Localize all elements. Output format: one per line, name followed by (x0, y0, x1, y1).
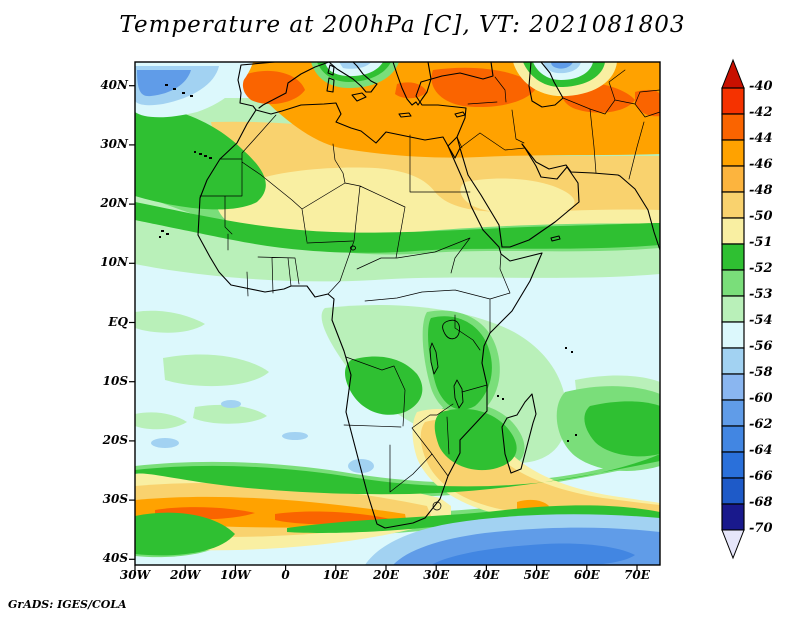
lon-tick-label: 70E (617, 568, 657, 582)
lon-tick-label: 50E (517, 568, 557, 582)
colorbar-label: -66 (749, 469, 773, 484)
colorbar-label: -53 (749, 287, 773, 302)
lat-tick-label: 20N (88, 196, 128, 210)
lat-tick-label: EQ (88, 315, 128, 329)
lon-tick-label: 30W (115, 568, 155, 582)
lon-tick-label: 10W (215, 568, 255, 582)
colorbar-segment (722, 296, 744, 322)
colorbar-segment (722, 426, 744, 452)
colorbar-label: -50 (749, 209, 773, 224)
colorbar-segment (722, 374, 744, 400)
colorbar-label: -56 (749, 339, 773, 354)
colorbar-segment (722, 166, 744, 192)
colorbar-arrow-up (722, 60, 744, 88)
lat-tick-label: 10S (88, 374, 128, 388)
colorbar-label: -62 (749, 417, 773, 432)
colorbar-label: -51 (749, 235, 773, 250)
lat-ticks (129, 86, 135, 560)
colorbar-segment (722, 244, 744, 270)
colorbar-segment (722, 114, 744, 140)
lon-tick-label: 20W (165, 568, 205, 582)
colorbar-label: -42 (749, 105, 773, 120)
colorbar-arrow-down (722, 530, 744, 558)
colorbar-label: -70 (749, 521, 773, 536)
lat-tick-label: 30S (88, 492, 128, 506)
page-title: Temperature at 200hPa [C], VT: 202108180… (95, 12, 710, 38)
lat-tick-label: 40N (88, 78, 128, 92)
colorbar-segment (722, 218, 744, 244)
colorbar-segment (722, 270, 744, 296)
colorbar-label: -58 (749, 365, 773, 380)
lon-tick-label: 30E (416, 568, 456, 582)
colorbar-segment (722, 400, 744, 426)
grads-temperature-plot: Temperature at 200hPa [C], VT: 202108180… (0, 0, 800, 618)
colorbar-label: -52 (749, 261, 773, 276)
lat-tick-label: 10N (88, 255, 128, 269)
lon-tick-label: 60E (567, 568, 607, 582)
lat-tick-label: 30N (88, 137, 128, 151)
colorbar-label: -68 (749, 495, 773, 510)
colorbar-label: -64 (749, 443, 773, 458)
colorbar-segment (722, 348, 744, 374)
colorbar-segment (722, 140, 744, 166)
colorbar-segment (722, 88, 744, 114)
colorbar-label: -40 (749, 79, 773, 94)
lon-tick-label: 40E (466, 568, 506, 582)
colorbar-label: -44 (749, 131, 773, 146)
lat-tick-label: 40S (88, 551, 128, 565)
colorbar-segment (722, 478, 744, 504)
lat-tick-label: 20S (88, 433, 128, 447)
colorbar-label: -46 (749, 157, 773, 172)
colorbar-label: -60 (749, 391, 773, 406)
colorbar-label: -48 (749, 183, 773, 198)
colorbar-segment (722, 192, 744, 218)
lon-tick-label: 0 (266, 568, 306, 582)
lon-tick-label: 10E (316, 568, 356, 582)
colorbar-segment (722, 452, 744, 478)
lon-tick-label: 20E (366, 568, 406, 582)
map-canvas (135, 62, 660, 565)
colorbar-label: -54 (749, 313, 773, 328)
colorbar-segment (722, 504, 744, 530)
grads-credit: GrADS: IGES/COLA (8, 598, 127, 611)
colorbar-segment (722, 322, 744, 348)
